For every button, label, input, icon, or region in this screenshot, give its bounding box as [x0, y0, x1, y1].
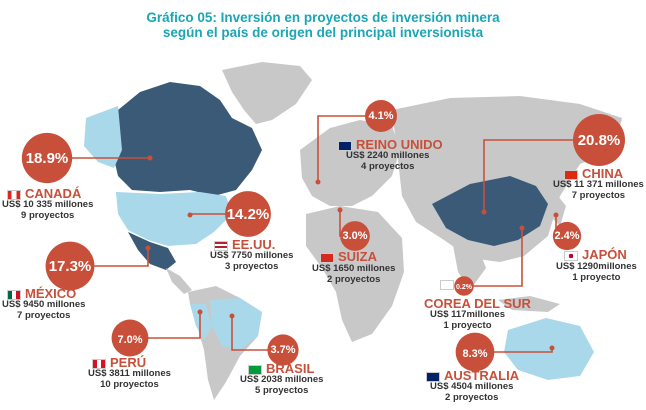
- flag-canada-icon: [7, 189, 21, 200]
- label-canada: CANADÁ: [7, 186, 81, 201]
- flag-uk-icon: [338, 140, 352, 151]
- land-australia: [504, 318, 594, 380]
- bubbles: 18.9% 14.2% 17.3% 7.0% 3.7% 4.1% 3.0% 20.8% 2.4%…: [21, 100, 625, 372]
- amount-suiza: US$ 1650 millones 2 proyectos: [312, 263, 396, 285]
- land-africa: [306, 206, 404, 342]
- land-mexico: [128, 232, 176, 270]
- leader-dot-1: [187, 212, 193, 218]
- flag-australia-icon: [426, 371, 440, 382]
- leader-line-4: [231, 316, 283, 351]
- leader-line-3: [130, 312, 201, 339]
- flag-japan-icon: [564, 250, 578, 261]
- bubble-label-6: 3.0%: [342, 230, 367, 242]
- leader-line-5: [317, 115, 381, 182]
- label-mexico: MÉXICO: [7, 286, 76, 301]
- land-usa: [116, 192, 232, 246]
- bubble-9: [454, 276, 474, 296]
- land-india: [452, 240, 486, 290]
- land-masses: [84, 62, 622, 400]
- land-europe: [300, 120, 400, 206]
- label-china: CHINA: [564, 166, 623, 181]
- amount-japon: US$ 1290millones 1 proyecto: [556, 261, 637, 283]
- bubble-label-5: 4.1%: [368, 110, 393, 122]
- bubble-6: [340, 221, 370, 251]
- bubble-5: [365, 100, 397, 132]
- label-japon: JAPÓN: [564, 247, 627, 262]
- leader-dot-10: [549, 345, 555, 351]
- title-line-1: Gráfico 05: Inversión en proyectos de in…: [146, 10, 500, 25]
- leader-line-9: [464, 228, 523, 287]
- bubble-label-4: 3.7%: [270, 344, 295, 356]
- land-alaska: [84, 106, 122, 168]
- land-central-america: [166, 268, 192, 294]
- label-brasil: BRASIL: [248, 361, 314, 376]
- amount-china: US$ 11 371 millones 7 proyectos: [553, 179, 644, 201]
- land-canada: [112, 82, 262, 196]
- flag-brazil-icon: [248, 364, 262, 375]
- leader-dot-4: [229, 313, 235, 319]
- amount-canada: US$ 10 335 millones 9 proyectos: [2, 199, 94, 221]
- bubble-label-7: 20.8%: [578, 132, 621, 149]
- label-suiza: SUIZA: [320, 249, 377, 264]
- bubble-label-8: 2.4%: [554, 230, 579, 242]
- bubble-0: [21, 132, 73, 184]
- label-australia: AUSTRALIA: [426, 368, 519, 383]
- label-corea-del-sur: COREA DEL SUR: [424, 296, 531, 311]
- leader-dot-5: [315, 179, 321, 185]
- bubble-7: [573, 114, 625, 166]
- amount-peru: US$ 3811 millones 10 proyectos: [88, 368, 171, 390]
- land-brazil: [210, 298, 262, 350]
- amount-australia: US$ 4504 millones 2 proyectos: [430, 381, 514, 403]
- leader-dot-7: [481, 209, 487, 215]
- leader-dot-9: [519, 225, 525, 231]
- bubble-label-10: 8.3%: [462, 348, 487, 360]
- amount-corea-del-sur: US$ 117millones 1 proyecto: [430, 309, 505, 331]
- leader-line-2: [70, 248, 149, 267]
- flag-mexico-icon: [7, 289, 21, 300]
- bubble-label-9: 0.2%: [456, 284, 473, 291]
- bubble-4: [267, 334, 299, 366]
- bubble-8: [552, 221, 582, 251]
- land-peru: [190, 304, 212, 340]
- land-indonesia: [498, 296, 560, 312]
- bubble-3: [111, 319, 149, 357]
- chart-title: Gráfico 05: Inversión en proyectos de in…: [0, 10, 646, 40]
- amount-usa: US$ 7750 millones 3 proyectos: [210, 250, 294, 272]
- flag-south-korea-icon: [440, 280, 454, 290]
- bubble-10: [455, 332, 495, 372]
- flag-switzerland-icon: [320, 252, 334, 263]
- bubble-label-3: 7.0%: [117, 334, 142, 346]
- flag-usa-icon: [214, 240, 228, 251]
- label-reino-unido: REINO UNIDO: [338, 137, 443, 152]
- leader-line-7: [483, 139, 599, 212]
- bubble-label-2: 17.3%: [49, 258, 92, 275]
- leader-dot-6: [337, 207, 343, 213]
- flag-peru-icon: [92, 358, 106, 369]
- land-china: [432, 176, 548, 246]
- amount-reino-unido: US$ 2240 millones 4 proyectos: [346, 150, 430, 172]
- bubble-2: [45, 241, 95, 291]
- leader-dot-8: [553, 212, 559, 218]
- land-greenland: [222, 62, 312, 124]
- flag-china-icon: [564, 169, 578, 180]
- leader-dot-0: [147, 155, 153, 161]
- bubble-label-1: 14.2%: [227, 206, 270, 223]
- title-line-2: según el país de origen del principal in…: [162, 25, 484, 40]
- label-peru: PERÚ: [92, 355, 146, 370]
- amount-brasil: US$ 2038 millones 5 proyectos: [240, 374, 324, 396]
- land-uk: [310, 160, 322, 184]
- amount-mexico: US$ 9450 millones 7 proyectos: [2, 299, 86, 321]
- bubble-label-0: 18.9%: [26, 150, 69, 167]
- bubble-1: [225, 191, 271, 237]
- leader-dot-3: [197, 309, 203, 315]
- leader-dot-2: [145, 245, 151, 251]
- label-usa: EE.UU.: [214, 237, 275, 252]
